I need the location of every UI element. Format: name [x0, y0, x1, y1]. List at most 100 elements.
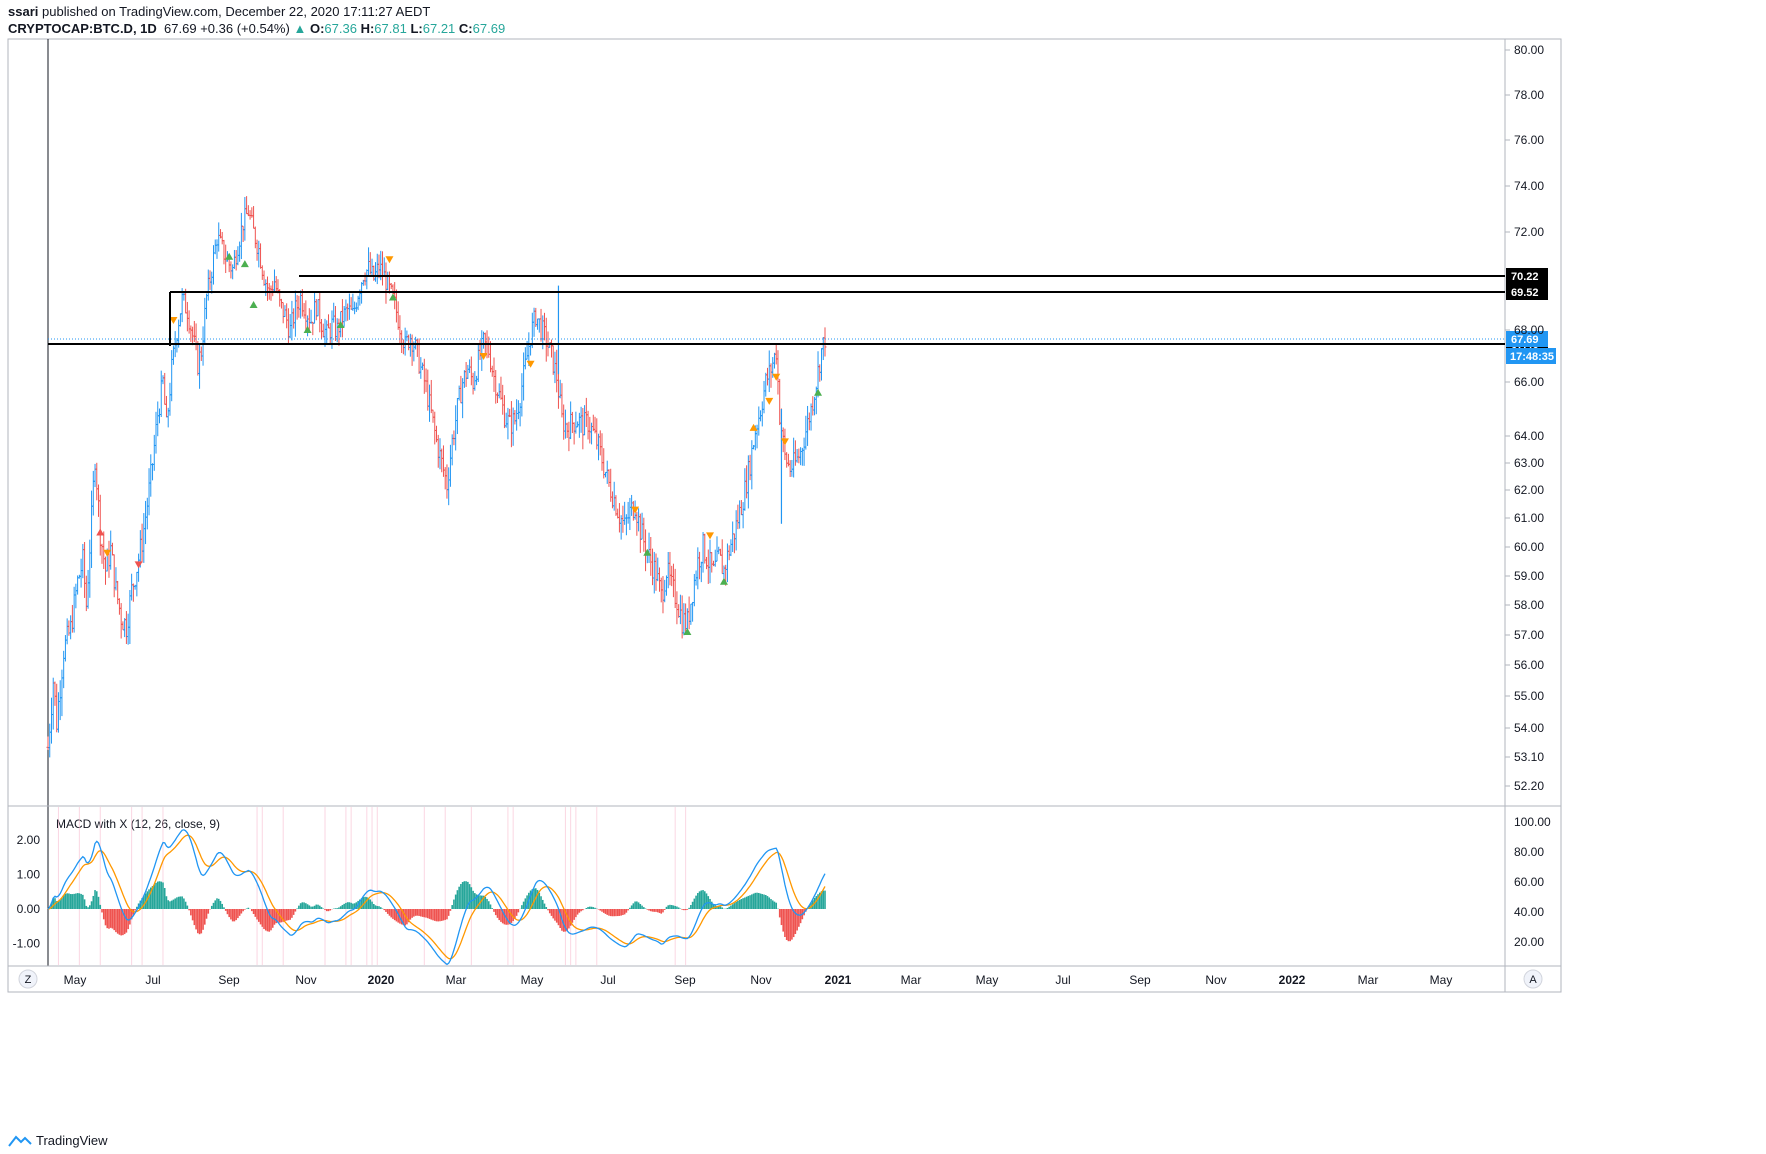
price-bar [325, 320, 329, 344]
price-bar [809, 403, 813, 431]
price-bar [231, 264, 235, 280]
price-bar [565, 422, 569, 438]
price-bar [452, 430, 456, 446]
price-bar [107, 540, 111, 578]
outer-border [7, 38, 1562, 993]
price-bar [300, 289, 304, 317]
price-bar [142, 513, 146, 563]
price-bar [457, 385, 461, 401]
price-bar [159, 370, 163, 417]
price-bar [283, 305, 287, 318]
price-bar [494, 369, 498, 404]
price-bar [269, 285, 273, 301]
publisher-name[interactable]: ssari [8, 4, 39, 19]
price-bar [320, 319, 324, 340]
price-bar [220, 231, 224, 245]
time-tick-label: Sep [218, 973, 240, 987]
price-bar [757, 406, 761, 436]
price-bar [81, 543, 85, 579]
auto-scale-button[interactable]: A [1523, 969, 1543, 989]
publish-info: ssari published on TradingView.com, Dece… [8, 4, 430, 19]
price-bar [285, 303, 289, 329]
price-bar [208, 270, 212, 290]
price-bar [185, 301, 189, 332]
low-value: 67.21 [422, 21, 456, 36]
price-bar [703, 533, 707, 564]
zoom-z-button[interactable]: Z [18, 969, 38, 989]
price-bar [549, 339, 553, 358]
price-bar [309, 309, 313, 324]
price-bar [124, 611, 128, 645]
price-bar [279, 298, 283, 309]
price-bar [152, 434, 156, 471]
footer-brand[interactable]: TradingView [8, 1133, 108, 1148]
price-bar [522, 352, 526, 401]
price-bar [664, 575, 668, 596]
price-bar [461, 378, 465, 419]
price-bar [501, 384, 505, 415]
price-bar [90, 490, 94, 568]
signal-marker [169, 317, 178, 324]
price-bar [821, 336, 825, 361]
level-badge-label: 70.22 [1511, 271, 1539, 283]
price-tick-label: 78.00 [1514, 88, 1544, 102]
price-bar [387, 271, 391, 294]
auto-scale-button-bg [1523, 969, 1543, 989]
price-bar [156, 401, 160, 437]
symbol-label[interactable]: CRYPTOCAP:BTC.D, 1D [8, 21, 157, 36]
price-bar [769, 363, 773, 388]
price-bar [58, 680, 62, 721]
price-bar [290, 300, 294, 341]
price-bar [607, 469, 611, 487]
price-bar [462, 370, 466, 388]
price-bar [468, 359, 472, 374]
price-axis[interactable]: 80.00 78.00 76.00 74.00 72.00 68.00 66.00 64.00… [1505, 43, 1544, 793]
price-tick-label: 52.20 [1514, 779, 1544, 793]
price-bar [450, 434, 454, 466]
price-bar [222, 239, 226, 265]
high-label: H: [360, 21, 375, 36]
price-bar [729, 539, 733, 557]
time-axis[interactable]: May Jul Sep Nov 2020 Mar May Jul Sep Nov 2021 Mar Ma… [18, 969, 1543, 989]
price-bar [83, 541, 87, 598]
time-tick-label: Mar [901, 973, 922, 987]
price-bar [438, 438, 442, 470]
price-bar [441, 445, 445, 477]
time-tick-label: Jul [145, 973, 160, 987]
macd-line [47, 829, 826, 966]
price-bar [239, 212, 243, 260]
price-bar [760, 401, 764, 427]
price-bar [544, 317, 548, 362]
last-price: 67.69 [164, 21, 197, 36]
price-bar [318, 291, 322, 333]
price-bar [313, 291, 317, 324]
price-bar [600, 433, 604, 471]
price-bar [69, 615, 73, 640]
signal-marker [814, 388, 823, 396]
price-bar [696, 547, 700, 590]
price-bar [617, 503, 621, 533]
price-bar [232, 249, 236, 269]
price-bar [691, 601, 695, 622]
price-bar [666, 551, 670, 589]
price-bar [384, 262, 388, 304]
price-bar [532, 307, 536, 337]
price-bar [198, 343, 202, 389]
price-bar [347, 293, 351, 320]
price-bar [194, 323, 198, 351]
close-label: C: [458, 21, 473, 36]
signal-marker [388, 293, 397, 301]
price-bar [515, 399, 519, 431]
price-tick-label: 63.00 [1514, 456, 1544, 470]
price-bar [72, 586, 76, 633]
macd-left-tick-label: 2.00 [17, 833, 41, 847]
price-bar [257, 240, 261, 268]
price-bar [206, 269, 210, 301]
price-bar [302, 303, 306, 319]
macd-right-tick-label: 20.00 [1514, 935, 1544, 949]
macd-title: MACD with X (12, 26, close, 9) [56, 817, 220, 831]
price-bar [76, 575, 80, 595]
price-bar [281, 302, 285, 324]
